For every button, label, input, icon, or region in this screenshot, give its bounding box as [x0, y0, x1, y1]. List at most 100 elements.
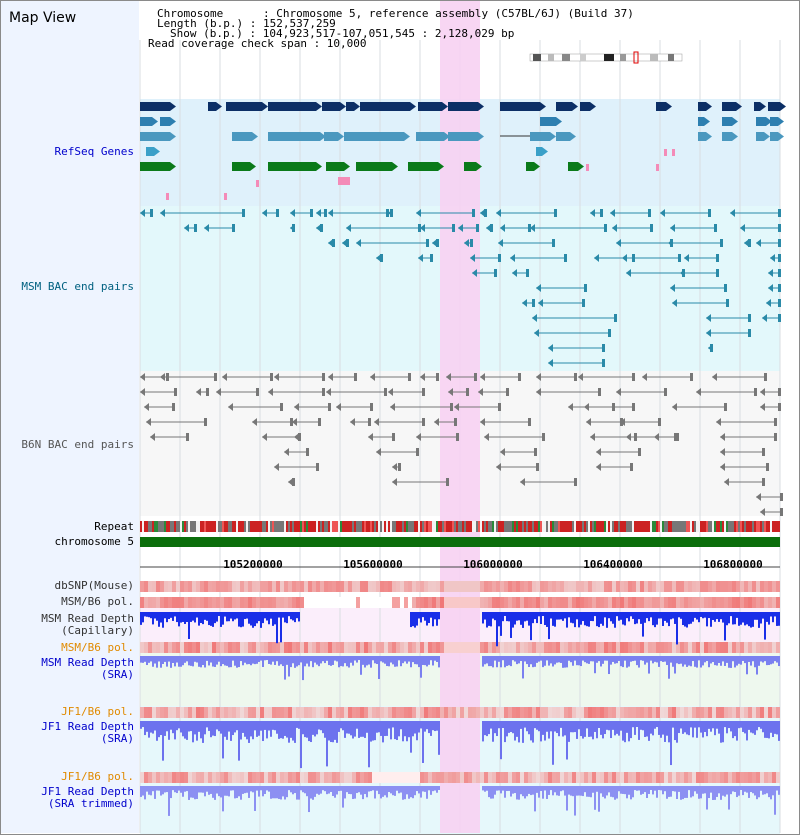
msm-capillary-depth-bar — [706, 612, 708, 627]
jf1-trim-depth-bar — [364, 786, 366, 795]
msm-b6-pol-sra-cell — [172, 642, 176, 653]
jf1-b6-pol-trim-cell — [600, 772, 604, 783]
b6n-bac-pair-end — [454, 403, 459, 411]
jf1-sra-depth-bar — [158, 721, 160, 738]
msm-b6-pol-cell — [300, 597, 304, 608]
label-jf1-b6-pol[interactable]: JF1/B6 pol. — [61, 705, 134, 718]
label-msm-depth-capillary[interactable]: MSM Read Depth (Capillary) — [2, 613, 134, 637]
msm-b6-pol-cell — [376, 597, 380, 608]
msm-b6-pol-cell — [468, 597, 472, 608]
repeat-element — [192, 521, 194, 532]
repeat-element — [402, 521, 404, 532]
msm-b6-pol-cell — [220, 597, 224, 608]
jf1-sra-depth-bar — [546, 721, 548, 732]
jf1-trim-depth-bar — [356, 786, 358, 794]
label-jf1-depth-trimmed[interactable]: JF1 Read Depth (SRA trimmed) — [2, 786, 134, 810]
repeat-element — [166, 521, 168, 532]
label-msm-b6-pol-sra[interactable]: MSM/B6 pol. — [61, 641, 134, 654]
jf1-b6-pol-cell — [324, 707, 328, 718]
msm-b6-pol-sra-cell — [684, 642, 688, 653]
repeat-element — [530, 521, 532, 532]
dbsnp-cell — [716, 581, 720, 592]
strand-arrow-icon — [338, 132, 344, 141]
jf1-trim-depth-bar — [488, 786, 490, 798]
jf1-sra-depth-bar — [414, 721, 416, 734]
jf1-b6-pol-cell — [164, 707, 168, 718]
jf1-trim-depth-bar — [652, 786, 654, 795]
b6n-bac-pair-end — [498, 403, 501, 411]
label-jf1-b6-pol-trim[interactable]: JF1/B6 pol. — [61, 770, 134, 783]
jf1-b6-pol-cell — [364, 707, 368, 718]
msm-b6-pol-sra-cell — [592, 642, 596, 653]
msm-capillary-depth-bar — [224, 612, 226, 617]
jf1-sra-depth-bar — [334, 721, 336, 740]
jf1-b6-pol-cell — [480, 707, 484, 718]
jf1-sra-depth-bar — [370, 721, 372, 742]
jf1-sra-depth-bar — [758, 721, 760, 728]
msm-bac-pair-end — [778, 299, 781, 307]
msm-capillary-depth-bar — [494, 612, 496, 621]
repeat-element — [584, 521, 586, 532]
jf1-b6-pol-cell — [552, 707, 556, 718]
msm-sra-depth-bar — [696, 656, 698, 668]
msm-b6-pol-sra-cell — [744, 642, 748, 653]
jf1-b6-pol-cell — [256, 707, 260, 718]
msm-b6-pol-cell — [724, 597, 728, 608]
msm-sra-depth-bar — [570, 656, 572, 663]
dbsnp-cell — [316, 581, 320, 592]
jf1-b6-pol-cell — [180, 707, 184, 718]
jf1-b6-pol-cell — [224, 707, 228, 718]
label-dbsnp[interactable]: dbSNP(Mouse) — [54, 579, 134, 592]
msm-capillary-depth-bar — [218, 612, 220, 617]
repeat-element — [706, 521, 708, 532]
refseq-gene — [226, 102, 262, 111]
msm-sra-depth-bar — [646, 656, 648, 663]
dbsnp-cell — [600, 581, 604, 592]
label-b6n-bac-end-pairs[interactable]: B6N BAC end pairs — [21, 438, 134, 451]
label-msm-b6-pol[interactable]: MSM/B6 pol. — [61, 595, 134, 608]
msm-bac-pair-end — [660, 209, 665, 217]
msm-b6-pol-sra-cell — [204, 642, 208, 653]
msm-capillary-depth-bar — [496, 612, 498, 647]
msm-sra-depth-bar — [186, 656, 188, 662]
jf1-sra-depth-bar — [744, 721, 746, 734]
repeat-element — [196, 521, 198, 532]
repeat-element — [226, 521, 228, 532]
msm-b6-pol-sra-cell — [624, 642, 628, 653]
jf1-trim-depth-bar — [310, 786, 312, 799]
jf1-sra-depth-bar — [288, 721, 290, 743]
dbsnp-cell — [364, 581, 368, 592]
msm-b6-pol-sra-cell — [296, 642, 300, 653]
repeat-element — [358, 521, 360, 532]
jf1-b6-pol-trim-cell — [372, 772, 376, 783]
msm-sra-depth-bar — [330, 656, 332, 666]
b6n-bac-pair-end — [724, 478, 729, 486]
dbsnp-cell — [588, 581, 592, 592]
jf1-b6-pol-cell — [304, 707, 308, 718]
jf1-trim-depth-bar — [268, 786, 270, 792]
b6n-bac-pair-end — [350, 418, 355, 426]
msm-capillary-depth-bar — [610, 612, 612, 622]
jf1-b6-pol-cell — [456, 707, 460, 718]
repeat-element — [284, 521, 286, 532]
msm-sra-depth-bar — [272, 656, 274, 662]
msm-sra-depth-bar — [274, 656, 276, 665]
jf1-trim-depth-bar — [662, 786, 664, 795]
label-msm-bac-end-pairs[interactable]: MSM BAC end pairs — [21, 280, 134, 293]
repeat-element — [416, 521, 418, 532]
msm-b6-pol-sra-cell — [464, 642, 468, 653]
jf1-sra-depth-bar — [436, 721, 438, 731]
msm-b6-pol-sra-cell — [156, 642, 160, 653]
msm-capillary-depth-bar — [738, 612, 740, 626]
label-refseq-genes[interactable]: RefSeq Genes — [54, 145, 134, 158]
jf1-sra-depth-bar — [162, 721, 164, 761]
label-jf1-depth-sra[interactable]: JF1 Read Depth (SRA) — [2, 721, 134, 745]
label-msm-depth-sra[interactable]: MSM Read Depth (SRA) — [2, 657, 134, 681]
msm-bac-pair-end — [744, 239, 749, 247]
msm-b6-pol-sra-cell — [264, 642, 268, 653]
repeat-element — [504, 521, 506, 532]
jf1-b6-pol-cell — [208, 707, 212, 718]
dbsnp-cell — [140, 581, 144, 592]
msm-capillary-depth-bar — [234, 612, 236, 620]
